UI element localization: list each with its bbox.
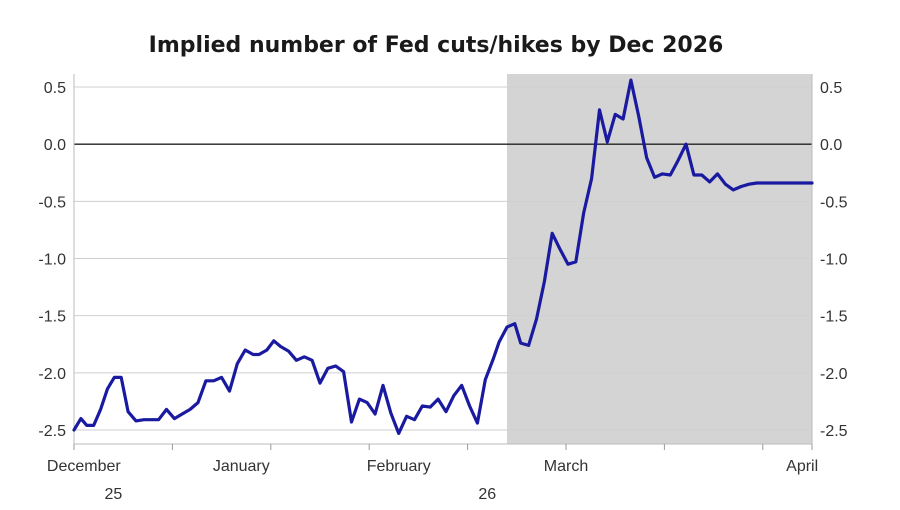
y-tick-label-left: 0.0 — [44, 137, 66, 154]
x-month-label: April — [786, 458, 818, 475]
x-month-label: March — [544, 458, 588, 475]
y-tick-label-left: -2.5 — [38, 423, 66, 440]
y-tick-label-right: -1.5 — [820, 309, 848, 326]
chart-title: Implied number of Fed cuts/hikes by Dec … — [149, 33, 724, 58]
x-year-label: 26 — [478, 486, 496, 503]
y-tick-label-left: -2.0 — [38, 366, 66, 383]
x-month-label: February — [367, 458, 431, 475]
y-tick-label-right: 0.5 — [820, 80, 842, 97]
y-tick-label-right: -1.0 — [820, 252, 848, 269]
plot-area: 0.5 0.5 0.0 0.0 -0.5 -0.5 -1.0 -1.0 -1.5 -1.5 -2.0… — [38, 74, 848, 503]
y-tick-label-left: 0.5 — [44, 80, 66, 97]
x-month-label: January — [213, 458, 270, 475]
y-tick-label-right: -2.5 — [820, 423, 848, 440]
y-tick-label-left: -1.5 — [38, 309, 66, 326]
x-month-label: December — [47, 458, 121, 475]
y-tick-label-right: -0.5 — [820, 194, 848, 211]
x-year-label: 25 — [104, 486, 122, 503]
y-tick-label-left: -1.0 — [38, 252, 66, 269]
series-line — [72, 78, 814, 435]
y-tick-label-right: 0.0 — [820, 137, 842, 154]
y-tick-label-right: -2.0 — [820, 366, 848, 383]
y-tick-label-left: -0.5 — [38, 194, 66, 211]
